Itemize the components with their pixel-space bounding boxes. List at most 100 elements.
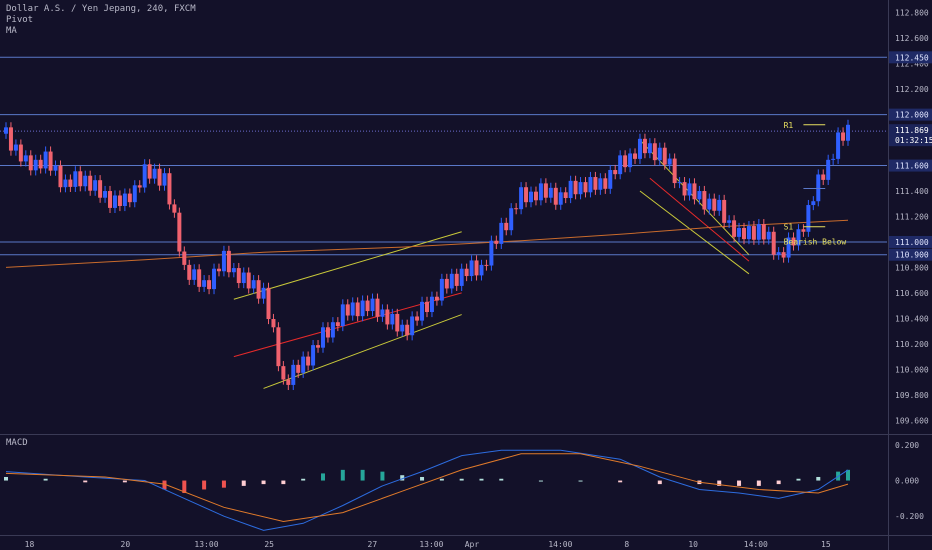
- candle-body: [236, 268, 241, 284]
- moving-average-line: [5, 219, 849, 268]
- candle-body: [469, 260, 474, 277]
- candle-body: [751, 226, 756, 240]
- macd-histogram-bar: [320, 473, 325, 481]
- candle-body: [841, 132, 846, 141]
- candle-body: [395, 313, 400, 332]
- time-tick-label: 15: [821, 540, 831, 549]
- candle-body: [578, 182, 583, 195]
- candle-body: [553, 187, 558, 205]
- candle-body: [429, 296, 434, 313]
- candle-body: [761, 224, 766, 240]
- macd-histogram-bar: [776, 480, 781, 485]
- candle-body: [18, 144, 23, 162]
- candle-body: [167, 173, 172, 205]
- candle-body: [335, 322, 340, 327]
- candle-body: [637, 138, 642, 159]
- descending-channel-mid: [649, 177, 750, 262]
- candle-body: [53, 165, 58, 171]
- candle-body: [489, 240, 494, 266]
- macd-histogram-bar: [400, 475, 405, 481]
- macd-histogram-bar: [83, 480, 88, 483]
- macd-histogram-bar: [816, 476, 821, 481]
- candle-body: [187, 264, 192, 280]
- time-tick-label: 10: [688, 540, 698, 549]
- candle-body: [583, 182, 588, 193]
- candle-body: [717, 199, 722, 211]
- candle-body: [246, 272, 251, 289]
- candle-body: [836, 132, 841, 159]
- macd-tick-label: 0.000: [895, 477, 919, 486]
- candle-body: [117, 195, 122, 206]
- candle-body: [573, 180, 578, 195]
- candle-body: [360, 300, 365, 317]
- candle-body: [420, 301, 425, 321]
- macd-histogram-bar: [261, 480, 266, 485]
- price-tick-label: 110.200: [895, 340, 929, 349]
- macd-histogram-bar: [796, 478, 801, 481]
- candle-body: [306, 356, 311, 366]
- candle-body: [365, 300, 370, 312]
- macd-histogram-bar: [43, 478, 48, 481]
- candle-body: [741, 227, 746, 240]
- pivot-indicator-label[interactable]: Pivot: [6, 15, 34, 25]
- candle-body: [345, 304, 350, 316]
- signal-line: [5, 453, 849, 523]
- candle-body: [266, 287, 271, 320]
- candle-body: [732, 220, 737, 237]
- candle-body: [320, 327, 325, 348]
- macd-histogram-bar: [182, 480, 187, 494]
- macd-indicator-label[interactable]: MACD: [6, 438, 28, 448]
- candle-body: [796, 229, 801, 246]
- candle-body: [479, 264, 484, 276]
- price-tick-label: 111.400: [895, 187, 929, 196]
- candle-body: [38, 159, 43, 169]
- macd-histogram-bar: [241, 480, 246, 486]
- price-tick-label: 110.400: [895, 314, 929, 323]
- candle-body: [132, 185, 137, 203]
- candle-body: [291, 364, 296, 385]
- candle-body: [538, 183, 543, 201]
- time-tick-label: Apr: [465, 540, 480, 549]
- candle-body: [68, 179, 73, 187]
- candle-body: [667, 158, 672, 165]
- candle-body: [737, 227, 742, 237]
- candle-body: [563, 192, 568, 199]
- macd-histogram-bar: [459, 478, 464, 481]
- macd-histogram-bar: [202, 480, 207, 490]
- price-level-label: 112.450: [895, 53, 929, 62]
- candle-body: [801, 229, 806, 232]
- time-tick-label: 20: [121, 540, 131, 549]
- candle-body: [846, 124, 850, 141]
- price-tick-label: 112.600: [895, 34, 929, 43]
- time-tick-label: 14:00: [744, 540, 768, 549]
- candle-body: [504, 222, 509, 231]
- candle-body: [415, 316, 420, 321]
- candle-body: [766, 231, 771, 240]
- time-tick-label: 13:00: [194, 540, 218, 549]
- macd-histogram-bar: [340, 469, 345, 481]
- macd-histogram-bar: [122, 480, 127, 483]
- time-tick-label: 8: [624, 540, 629, 549]
- candle-body: [608, 170, 613, 189]
- candle-body: [23, 155, 28, 162]
- candle-body: [330, 322, 335, 338]
- candle-body: [444, 278, 449, 289]
- candle-body: [831, 158, 836, 160]
- macd-histogram-bar: [578, 480, 583, 482]
- candle-body: [657, 147, 662, 161]
- annotation-bearish-below: Bearish Below: [784, 238, 847, 247]
- candle-body: [4, 127, 8, 134]
- chart-legend: Dollar A.S. / Yen Jepang, 240, FXCM Pivo…: [6, 4, 196, 37]
- candle-body: [776, 252, 781, 255]
- macd-histogram-bar: [479, 478, 484, 481]
- price-tick-label: 110.600: [895, 289, 929, 298]
- candle-body: [48, 151, 53, 171]
- candle-body: [677, 182, 682, 184]
- candle-body: [459, 268, 464, 286]
- candle-body: [474, 260, 479, 276]
- candle-body: [519, 187, 524, 210]
- descending-channel-lower: [639, 190, 750, 275]
- ma-indicator-label[interactable]: MA: [6, 26, 17, 36]
- candle-body: [301, 356, 306, 373]
